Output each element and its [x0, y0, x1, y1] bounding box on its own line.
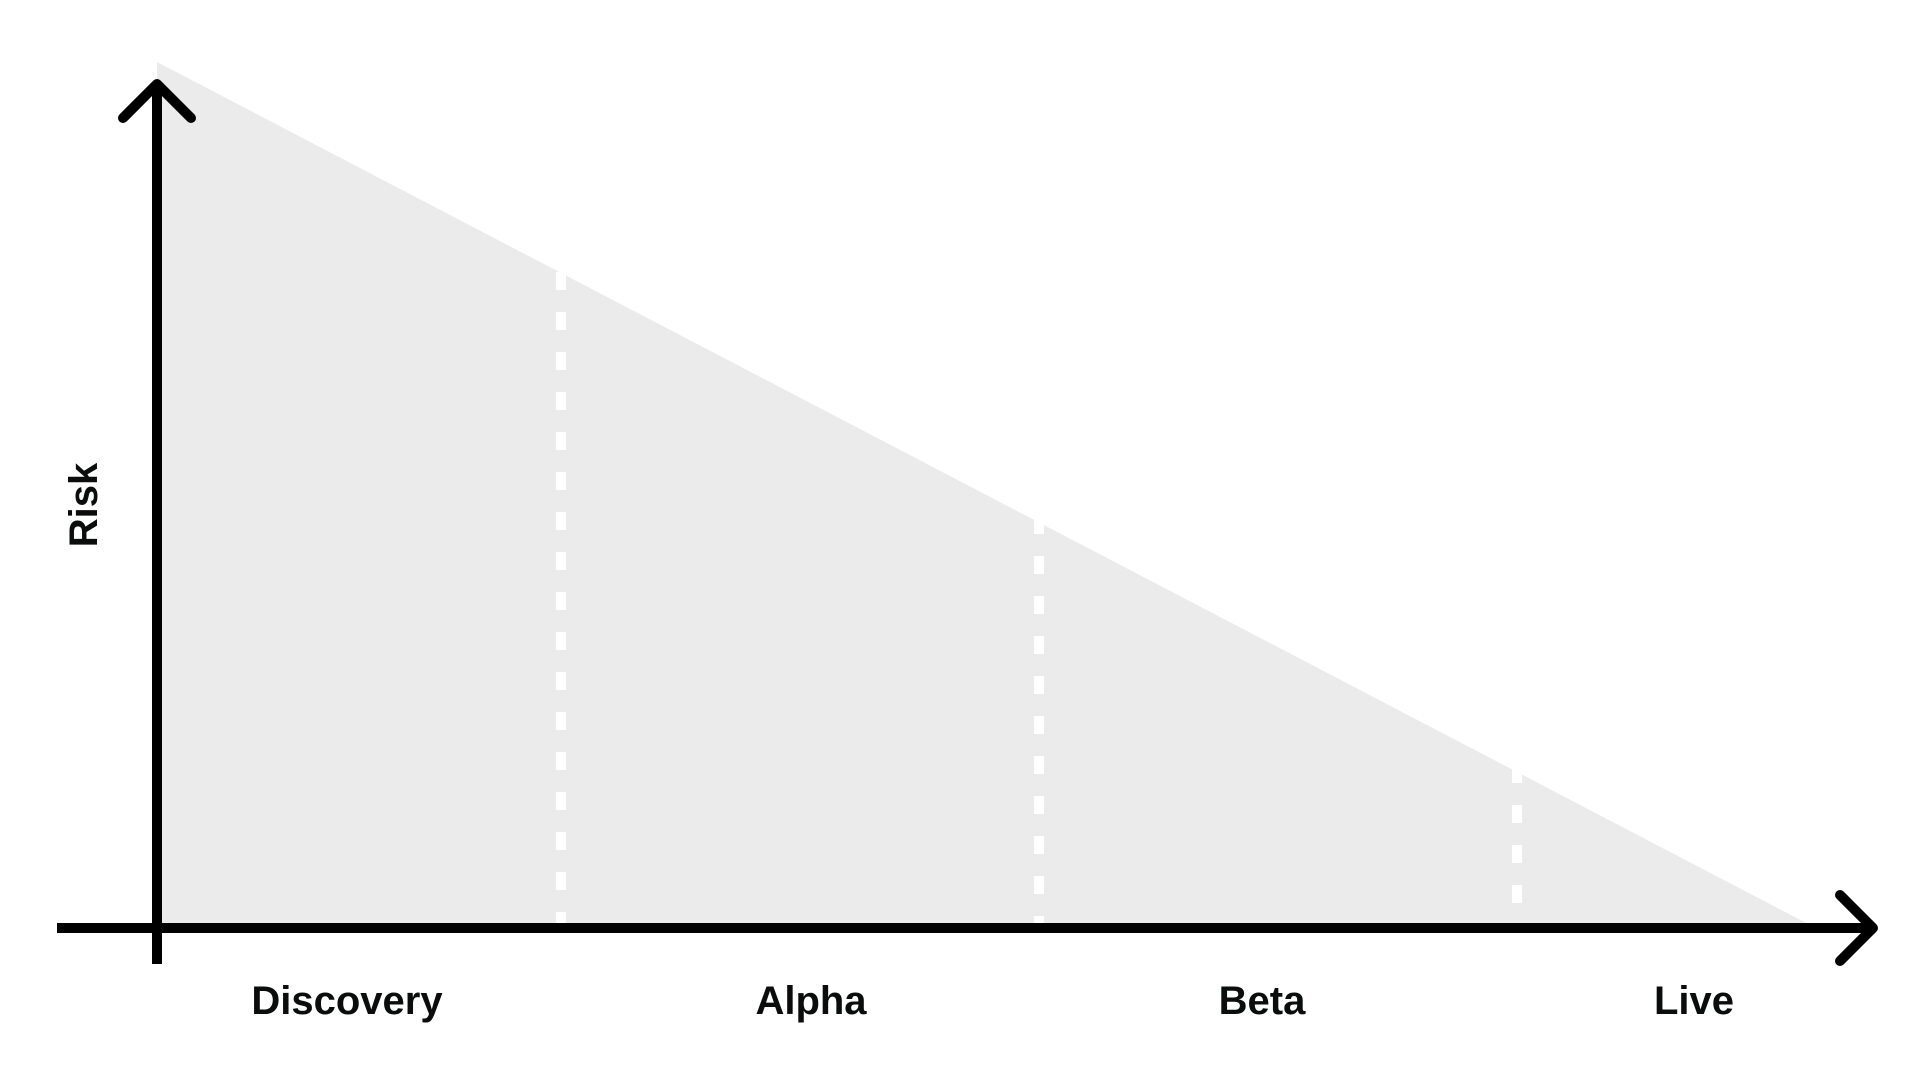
phase-label-beta: Beta — [1219, 979, 1306, 1023]
y-axis-arrow-icon — [118, 79, 196, 123]
phase-label-discovery: Discovery — [251, 979, 443, 1023]
phase-label-alpha: Alpha — [755, 979, 867, 1023]
x-axis-arrow-icon — [1835, 890, 1878, 966]
y-axis-label: Risk — [62, 462, 106, 547]
risk-area — [157, 62, 1812, 926]
phase-label-live: Live — [1654, 979, 1734, 1023]
